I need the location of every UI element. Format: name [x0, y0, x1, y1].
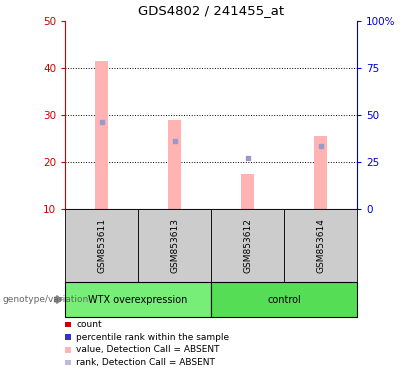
Bar [168, 120, 181, 209]
Bar [241, 174, 254, 209]
Text: count: count [76, 320, 102, 329]
Bar [95, 61, 108, 209]
Text: GSM853614: GSM853614 [316, 218, 325, 273]
Text: rank, Detection Call = ABSENT: rank, Detection Call = ABSENT [76, 358, 215, 367]
Text: value, Detection Call = ABSENT: value, Detection Call = ABSENT [76, 345, 220, 354]
Text: GSM853612: GSM853612 [243, 218, 252, 273]
Bar [314, 136, 327, 209]
Text: percentile rank within the sample: percentile rank within the sample [76, 333, 229, 342]
Text: genotype/variation: genotype/variation [2, 295, 88, 304]
Text: GSM853613: GSM853613 [170, 218, 179, 273]
Text: control: control [267, 295, 301, 305]
Text: WTX overexpression: WTX overexpression [88, 295, 188, 305]
Text: GSM853611: GSM853611 [97, 218, 106, 273]
Title: GDS4802 / 241455_at: GDS4802 / 241455_at [138, 4, 284, 17]
